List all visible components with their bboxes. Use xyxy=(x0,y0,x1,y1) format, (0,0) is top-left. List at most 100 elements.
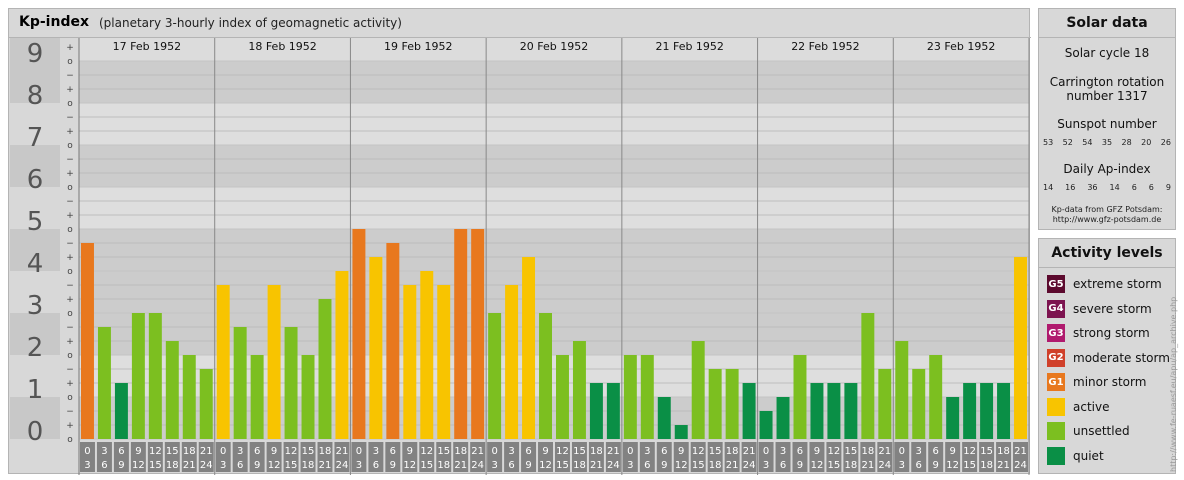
kp-bar xyxy=(131,313,145,439)
interval-label-box xyxy=(724,442,740,472)
interval-label-box xyxy=(860,442,876,472)
interval-end-label: 3 xyxy=(763,460,769,471)
day-label: 18 Feb 1952 xyxy=(248,40,316,53)
interval-end-label: 9 xyxy=(797,460,803,471)
interval-label-box xyxy=(996,442,1012,472)
interval-label-box xyxy=(911,442,927,472)
y-minor-mark: + xyxy=(66,295,74,305)
kp-bar xyxy=(148,313,162,439)
kp-bar xyxy=(691,341,705,439)
credit-line-2: http://www.gfz-potsdam.de xyxy=(1052,215,1162,224)
day-label: 20 Feb 1952 xyxy=(520,40,588,53)
y-axis-band xyxy=(10,313,60,355)
interval-label-box xyxy=(979,442,995,472)
interval-end-label: 3 xyxy=(627,460,633,471)
y-tick-label: 0 xyxy=(27,417,44,447)
interval-start-label: 21 xyxy=(336,446,349,457)
y-axis-band xyxy=(10,61,60,103)
interval-label-box xyxy=(758,442,774,472)
interval-start-label: 12 xyxy=(692,446,705,457)
interval-start-label: 18 xyxy=(861,446,874,457)
interval-label-box xyxy=(622,442,638,472)
kp-bar xyxy=(165,341,179,439)
sunspot-value: 26 xyxy=(1160,138,1171,147)
interval-end-label: 21 xyxy=(997,460,1010,471)
y-minor-mark: o xyxy=(67,267,73,277)
interval-end-label: 21 xyxy=(861,460,874,471)
interval-end-label: 12 xyxy=(268,460,281,471)
legend-swatch: G2 xyxy=(1047,348,1065,367)
interval-start-label: 6 xyxy=(525,446,531,457)
legend-item: G4 severe storm xyxy=(1047,299,1152,319)
interval-start-label: 9 xyxy=(271,446,277,457)
interval-end-label: 9 xyxy=(390,460,396,471)
y-minor-mark: + xyxy=(66,127,74,137)
interval-label-box xyxy=(605,442,621,472)
y-tick-label: 1 xyxy=(27,375,44,405)
interval-start-label: 21 xyxy=(1014,446,1027,457)
kp-bar xyxy=(742,383,756,439)
interval-end-label: 6 xyxy=(644,460,650,471)
kp-bar xyxy=(437,284,451,439)
kp-bar xyxy=(708,368,722,439)
interval-end-label: 24 xyxy=(1014,460,1027,471)
kp-bar xyxy=(589,383,603,439)
interval-label-box xyxy=(80,442,95,472)
y-axis-band xyxy=(10,229,60,271)
kp-band xyxy=(79,145,1029,187)
kp-bar xyxy=(556,355,569,439)
interval-start-label: 15 xyxy=(302,446,315,457)
interval-start-label: 18 xyxy=(454,446,467,457)
y-minor-mark: + xyxy=(66,337,74,347)
interval-end-label: 15 xyxy=(420,460,433,471)
interval-start-label: 3 xyxy=(237,446,243,457)
interval-label-box xyxy=(945,442,961,472)
interval-start-label: 12 xyxy=(285,446,298,457)
kp-band xyxy=(79,229,1029,271)
y-minor-mark: + xyxy=(66,85,74,95)
legend-item: G2 moderate storm xyxy=(1047,348,1170,368)
interval-label-box xyxy=(453,442,469,472)
interval-label-box xyxy=(792,442,808,472)
sunspot-value: 28 xyxy=(1121,138,1132,147)
interval-label-box xyxy=(673,442,689,472)
ap-index-value: 14 xyxy=(1043,183,1054,192)
y-axis-band xyxy=(10,145,60,187)
kp-bar xyxy=(606,383,620,439)
interval-label-box xyxy=(826,442,842,472)
kp-bar xyxy=(301,355,315,439)
y-minor-mark: − xyxy=(66,365,74,375)
y-minor-mark: o xyxy=(67,351,73,361)
kp-bar xyxy=(929,355,943,439)
interval-label-box xyxy=(147,442,163,472)
legend-label: active xyxy=(1073,399,1110,414)
kp-chart-panel: 0 1 2 3 4 5 6 7 8 9 o + − o + − o + − o + − o + − o + − o + − o + − o + − o +1… xyxy=(8,8,1031,475)
interval-start-label: 15 xyxy=(573,446,586,457)
y-minor-mark: − xyxy=(66,197,74,207)
interval-start-label: 6 xyxy=(933,446,939,457)
y-tick-label: 8 xyxy=(27,81,44,111)
interval-end-label: 12 xyxy=(132,460,145,471)
activity-levels-title: Activity levels xyxy=(1039,239,1175,268)
legend-label: quiet xyxy=(1073,448,1104,463)
interval-label-box xyxy=(487,442,503,472)
interval-end-label: 6 xyxy=(373,460,379,471)
y-minor-mark: − xyxy=(66,323,74,333)
interval-label-box xyxy=(334,442,350,472)
kp-bar xyxy=(827,383,841,439)
activity-levels-panel: Activity levels G5 extreme storm G4 severe … xyxy=(1038,238,1176,474)
y-minor-mark: + xyxy=(66,421,74,431)
interval-end-label: 15 xyxy=(556,460,569,471)
solar-data-panel: Solar data Solar cycle 18 Carrington rot… xyxy=(1038,8,1176,230)
interval-end-label: 9 xyxy=(254,460,260,471)
interval-end-label: 3 xyxy=(84,460,90,471)
legend-label: moderate storm xyxy=(1073,350,1170,365)
interval-end-label: 12 xyxy=(675,460,688,471)
y-minor-mark: − xyxy=(66,113,74,123)
interval-end-label: 18 xyxy=(980,460,993,471)
interval-start-label: 18 xyxy=(183,446,196,457)
interval-label-box xyxy=(385,442,401,472)
legend-item: unsettled xyxy=(1047,421,1130,441)
kp-band xyxy=(79,103,1029,145)
legend-item: G5 extreme storm xyxy=(1047,274,1162,294)
